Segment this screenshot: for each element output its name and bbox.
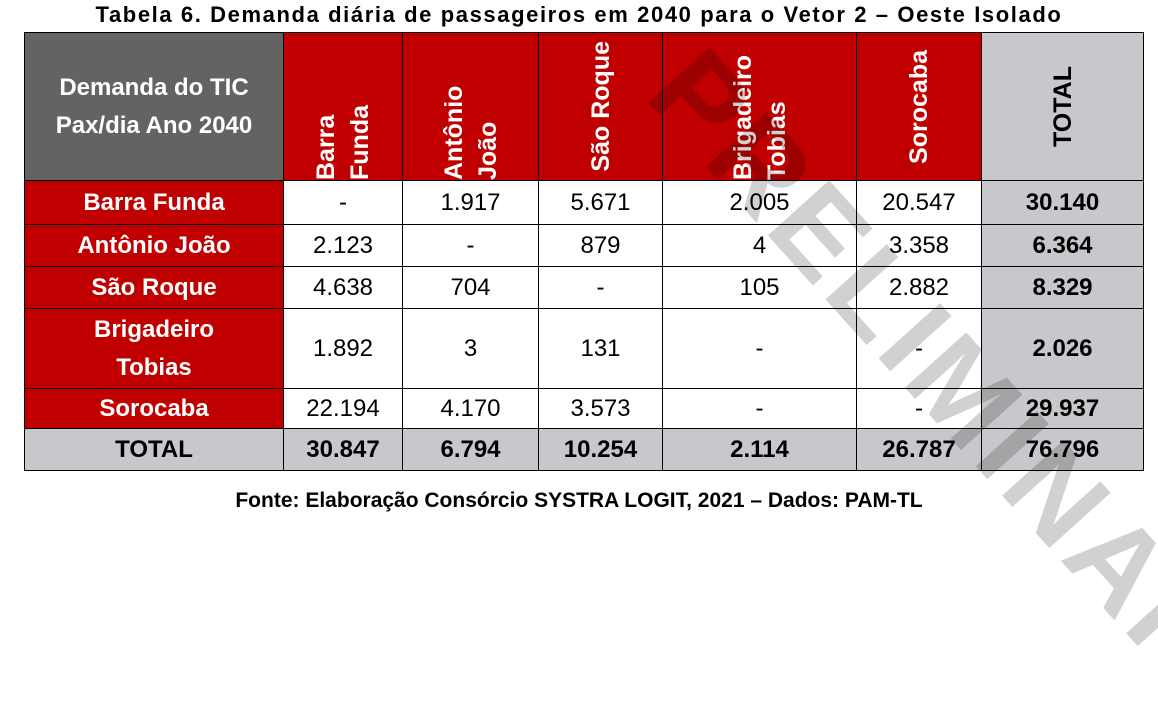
row-header: Brigadeiro Tobias [24, 308, 284, 389]
table-row: Barra Funda - 1.917 5.671 2.005 20.547 3… [24, 180, 1144, 225]
column-total-cell: 10.254 [538, 428, 663, 471]
column-total-cell: 30.847 [283, 428, 403, 471]
row-header: Barra Funda [24, 180, 284, 225]
table-cell: 22.194 [283, 388, 403, 429]
table-cell: 879 [538, 224, 663, 267]
row-total-cell: 29.937 [981, 388, 1144, 429]
row-header: Sorocaba [24, 388, 284, 429]
corner-header: Demanda do TIC Pax/dia Ano 2040 [24, 32, 284, 181]
table-cell: 20.547 [856, 180, 982, 225]
table-cell: 4.170 [402, 388, 539, 429]
column-total-cell: 6.794 [402, 428, 539, 471]
table-cell: - [402, 224, 539, 267]
grand-total-cell: 76.796 [981, 428, 1144, 471]
table-cell: 3.573 [538, 388, 663, 429]
column-header: São Roque [538, 32, 663, 181]
table-cell: - [538, 266, 663, 309]
table-cell: 3 [402, 308, 539, 389]
table-cell: 2.882 [856, 266, 982, 309]
column-header: Barra Funda [283, 32, 403, 181]
column-total-cell: 26.787 [856, 428, 982, 471]
table-cell: 131 [538, 308, 663, 389]
total-row: TOTAL 30.847 6.794 10.254 2.114 26.787 7… [24, 428, 1144, 471]
table-row: Sorocaba 22.194 4.170 3.573 - - 29.937 [24, 388, 1144, 429]
table-cell: - [662, 308, 857, 389]
table-cell: 4.638 [283, 266, 403, 309]
row-header: Antônio João [24, 224, 284, 267]
row-total-cell: 8.329 [981, 266, 1144, 309]
table-cell: 105 [662, 266, 857, 309]
table-cell: 5.671 [538, 180, 663, 225]
table-row: Antônio João 2.123 - 879 4 3.358 6.364 [24, 224, 1144, 267]
table-cell: - [662, 388, 857, 429]
table-cell: 4 [662, 224, 857, 267]
table-cell: 2.005 [662, 180, 857, 225]
total-row-header: TOTAL [24, 428, 284, 471]
total-column-header: TOTAL [981, 32, 1144, 181]
table-cell: 3.358 [856, 224, 982, 267]
source-note: Fonte: Elaboração Consórcio SYSTRA LOGIT… [235, 489, 923, 512]
table-cell: 704 [402, 266, 539, 309]
demand-matrix-table: Demanda do TIC Pax/dia Ano 2040 Barra Fu… [24, 32, 1144, 471]
table-row: São Roque 4.638 704 - 105 2.882 8.329 [24, 266, 1144, 309]
row-header: São Roque [24, 266, 284, 309]
row-total-cell: 2.026 [981, 308, 1144, 389]
table-row: Brigadeiro Tobias 1.892 3 131 - - 2.026 [24, 308, 1144, 389]
row-total-cell: 30.140 [981, 180, 1144, 225]
row-total-cell: 6.364 [981, 224, 1144, 267]
table-cell: - [856, 388, 982, 429]
table-caption: Tabela 6. Demanda diária de passageiros … [95, 2, 1063, 27]
header-row: Demanda do TIC Pax/dia Ano 2040 Barra Fu… [24, 32, 1144, 181]
table-cell: - [856, 308, 982, 389]
table-cell: 1.917 [402, 180, 539, 225]
table-cell: 2.123 [283, 224, 403, 267]
table-cell: - [283, 180, 403, 225]
column-header: Antônio João [402, 32, 539, 181]
column-total-cell: 2.114 [662, 428, 857, 471]
table-cell: 1.892 [283, 308, 403, 389]
column-header: Sorocaba [856, 32, 982, 181]
column-header: Brigadeiro Tobias [662, 32, 857, 181]
